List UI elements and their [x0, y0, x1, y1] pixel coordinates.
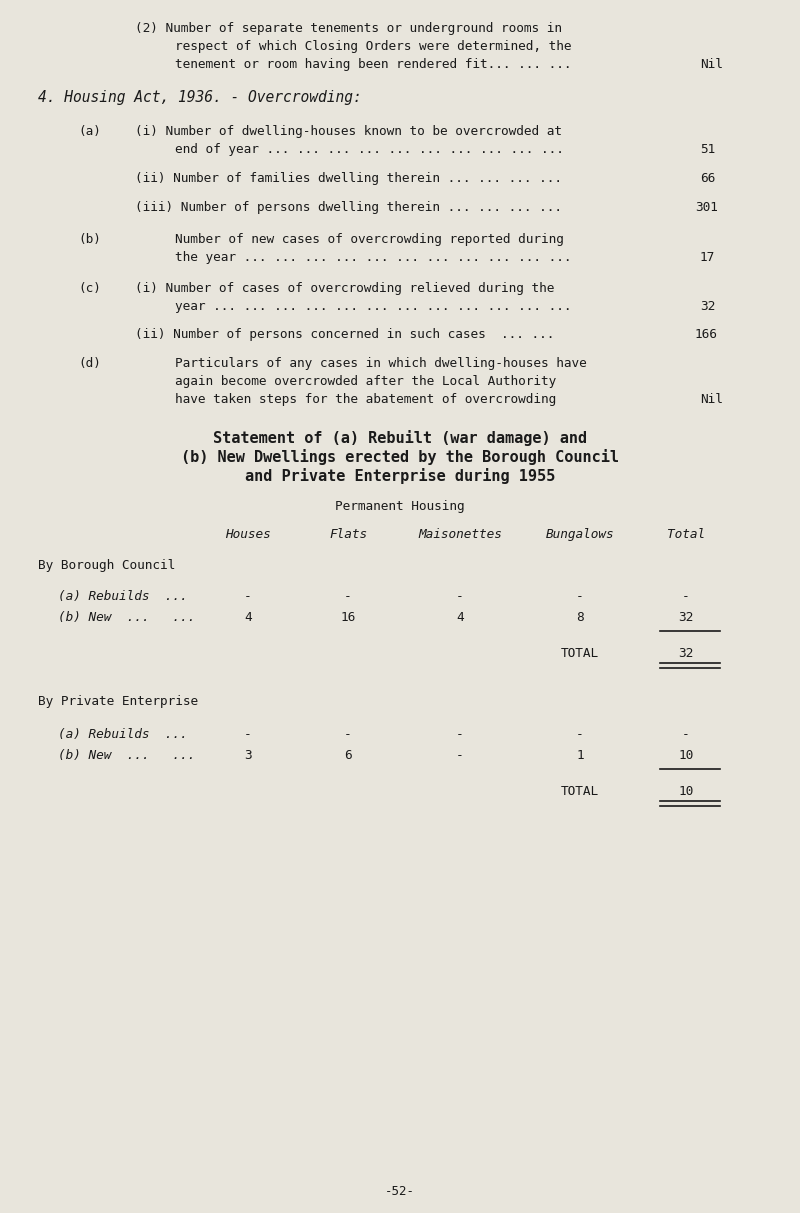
Text: year ... ... ... ... ... ... ... ... ... ... ... ...: year ... ... ... ... ... ... ... ... ...…: [175, 300, 571, 313]
Text: 10: 10: [678, 748, 694, 762]
Text: -52-: -52-: [385, 1185, 415, 1198]
Text: (a): (a): [78, 125, 101, 138]
Text: 66: 66: [700, 172, 715, 186]
Text: 1: 1: [576, 748, 584, 762]
Text: By Private Enterprise: By Private Enterprise: [38, 695, 198, 708]
Text: have taken steps for the abatement of overcrowding: have taken steps for the abatement of ov…: [175, 393, 556, 406]
Text: TOTAL: TOTAL: [561, 785, 599, 798]
Text: and Private Enterprise during 1955: and Private Enterprise during 1955: [245, 468, 555, 484]
Text: Total: Total: [667, 528, 705, 541]
Text: (i) Number of dwelling-houses known to be overcrowded at: (i) Number of dwelling-houses known to b…: [135, 125, 562, 138]
Text: Permanent Housing: Permanent Housing: [335, 500, 465, 513]
Text: -: -: [682, 590, 690, 603]
Text: (c): (c): [78, 281, 101, 295]
Text: Nil: Nil: [700, 393, 723, 406]
Text: 8: 8: [576, 611, 584, 623]
Text: Number of new cases of overcrowding reported during: Number of new cases of overcrowding repo…: [175, 233, 564, 246]
Text: -: -: [456, 728, 464, 741]
Text: Particulars of any cases in which dwelling-houses have: Particulars of any cases in which dwelli…: [175, 357, 586, 370]
Text: Nil: Nil: [700, 58, 723, 72]
Text: 166: 166: [695, 328, 718, 341]
Text: 4: 4: [244, 611, 252, 623]
Text: (b): (b): [78, 233, 101, 246]
Text: (iii) Number of persons dwelling therein ... ... ... ...: (iii) Number of persons dwelling therein…: [135, 201, 562, 213]
Text: (a) Rebuilds  ...: (a) Rebuilds ...: [58, 590, 188, 603]
Text: Statement of (a) Rebuilt (war damage) and: Statement of (a) Rebuilt (war damage) an…: [213, 429, 587, 446]
Text: 32: 32: [678, 647, 694, 660]
Text: -: -: [682, 728, 690, 741]
Text: 6: 6: [344, 748, 352, 762]
Text: (ii) Number of persons concerned in such cases  ... ...: (ii) Number of persons concerned in such…: [135, 328, 554, 341]
Text: -: -: [576, 590, 584, 603]
Text: -: -: [456, 590, 464, 603]
Text: -: -: [344, 590, 352, 603]
Text: By Borough Council: By Borough Council: [38, 559, 175, 573]
Text: -: -: [244, 590, 252, 603]
Text: 16: 16: [340, 611, 356, 623]
Text: 3: 3: [244, 748, 252, 762]
Text: again become overcrowded after the Local Authority: again become overcrowded after the Local…: [175, 375, 556, 388]
Text: 17: 17: [700, 251, 715, 264]
Text: the year ... ... ... ... ... ... ... ... ... ... ...: the year ... ... ... ... ... ... ... ...…: [175, 251, 571, 264]
Text: 51: 51: [700, 143, 715, 156]
Text: (a) Rebuilds  ...: (a) Rebuilds ...: [58, 728, 188, 741]
Text: 301: 301: [695, 201, 718, 213]
Text: TOTAL: TOTAL: [561, 647, 599, 660]
Text: Flats: Flats: [329, 528, 367, 541]
Text: Houses: Houses: [225, 528, 271, 541]
Text: (i) Number of cases of overcrowding relieved during the: (i) Number of cases of overcrowding reli…: [135, 281, 554, 295]
Text: (b) New  ...   ...: (b) New ... ...: [58, 748, 195, 762]
Text: 32: 32: [700, 300, 715, 313]
Text: tenement or room having been rendered fit... ... ...: tenement or room having been rendered fi…: [175, 58, 571, 72]
Text: (d): (d): [78, 357, 101, 370]
Text: (2) Number of separate tenements or underground rooms in: (2) Number of separate tenements or unde…: [135, 22, 562, 35]
Text: end of year ... ... ... ... ... ... ... ... ... ...: end of year ... ... ... ... ... ... ... …: [175, 143, 564, 156]
Text: 32: 32: [678, 611, 694, 623]
Text: -: -: [576, 728, 584, 741]
Text: respect of which Closing Orders were determined, the: respect of which Closing Orders were det…: [175, 40, 571, 53]
Text: -: -: [244, 728, 252, 741]
Text: -: -: [456, 748, 464, 762]
Text: (b) New Dwellings erected by the Borough Council: (b) New Dwellings erected by the Borough…: [181, 449, 619, 465]
Text: (b) New  ...   ...: (b) New ... ...: [58, 611, 195, 623]
Text: (ii) Number of families dwelling therein ... ... ... ...: (ii) Number of families dwelling therein…: [135, 172, 562, 186]
Text: -: -: [344, 728, 352, 741]
Text: Bungalows: Bungalows: [546, 528, 614, 541]
Text: 4: 4: [456, 611, 464, 623]
Text: 10: 10: [678, 785, 694, 798]
Text: 4. Housing Act, 1936. - Overcrowding:: 4. Housing Act, 1936. - Overcrowding:: [38, 90, 362, 106]
Text: Maisonettes: Maisonettes: [418, 528, 502, 541]
